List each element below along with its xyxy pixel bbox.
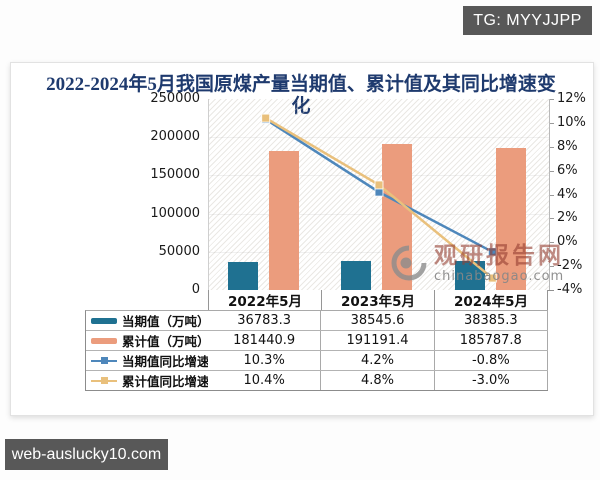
chart-title-line1: 2022-2024年5月我国原煤产量当期值、累计值及其同比增速变 — [46, 74, 556, 95]
table-legend-row: 当期值（万吨） — [86, 311, 210, 331]
table-data-row: 10.3% 4.2% -0.8% — [208, 351, 548, 371]
table-data-cell: 4.2% — [321, 351, 435, 370]
left-axis-tick: 200000 — [150, 129, 200, 145]
right-axis-tick: -2% — [557, 258, 583, 274]
plot-area — [208, 99, 550, 290]
bar-cumulative — [269, 151, 299, 290]
table-data-cell: -3.0% — [435, 371, 548, 390]
table-data-cell: 36783.3 — [208, 311, 322, 330]
table-data-row: 36783.3 38545.6 38385.3 — [208, 311, 548, 331]
right-axis-tick: -4% — [557, 282, 583, 297]
left-axis-tick: 250000 — [150, 91, 200, 106]
left-axis-tick: 0 — [191, 282, 200, 297]
gridline — [209, 213, 549, 215]
tg-badge: TG: MYYJJPP — [463, 6, 592, 35]
right-axis-tickmark — [549, 242, 554, 244]
table-data-cell: 191191.4 — [321, 331, 435, 350]
right-axis-tickmark — [549, 99, 554, 100]
line-series-layer — [261, 113, 497, 283]
table-data-cell: 4.8% — [321, 371, 435, 390]
table-legend-row: 当期值同比增速 — [86, 351, 210, 371]
watermark-text: 观研报告网 chinabaogao.com — [434, 243, 564, 284]
bar-cumulative — [495, 148, 526, 290]
site-badge-text: web-auslucky10.com — [11, 445, 162, 463]
table-data-row: 10.4% 4.8% -3.0% — [208, 371, 548, 390]
right-axis-tick: 12% — [557, 91, 586, 106]
line-marker — [374, 180, 384, 190]
right-axis-tickmark — [549, 170, 554, 172]
table-data-cell: 38385.3 — [435, 311, 548, 330]
left-axis-tick: 50000 — [158, 243, 200, 259]
right-axis-tickmark — [549, 194, 554, 196]
table-header-row: 2022年5月 2023年5月 2024年5月 — [208, 290, 548, 311]
table-legend-row: 累计值（万吨） — [86, 331, 210, 351]
legend-line-swatch — [91, 376, 117, 385]
table-legend-row: 累计值同比增速 — [86, 371, 210, 390]
line-marker — [261, 113, 271, 123]
watermark-domain: chinabaogao.com — [434, 268, 565, 284]
right-axis-tick: 6% — [557, 162, 578, 178]
right-axis-tickmark — [549, 266, 554, 268]
bar-current — [228, 261, 258, 290]
legend-label: 累计值（万吨） — [122, 334, 210, 349]
right-axis-tickmark — [549, 122, 554, 124]
right-axis-tick: 0% — [557, 234, 578, 250]
gridline — [209, 175, 549, 177]
bar-current — [341, 260, 372, 290]
right-axis-tick: 4% — [557, 186, 578, 202]
legend-bar-swatch — [91, 337, 117, 344]
legend-label: 累计值同比增速 — [122, 374, 210, 389]
legend-bar-swatch — [91, 317, 117, 324]
table-data-cell: 185787.8 — [435, 331, 548, 350]
right-axis-tick: 2% — [557, 210, 578, 226]
legend-line-swatch — [91, 356, 117, 365]
gridline — [209, 251, 549, 253]
bar-current — [454, 260, 485, 290]
tg-badge-text: TG: MYYJJPP — [473, 11, 582, 29]
right-axis-tick: 8% — [557, 138, 578, 154]
table-data-cell: 38545.6 — [321, 311, 435, 330]
table-data-cell: 10.4% — [208, 371, 322, 390]
legend-line-marker — [101, 357, 108, 364]
right-axis-tickmark — [549, 146, 554, 148]
table-data-cell: 10.3% — [208, 351, 322, 370]
legend-label: 当期值（万吨） — [122, 314, 210, 329]
gridline — [209, 137, 549, 139]
right-axis-tickmark — [549, 218, 554, 220]
left-axis-tick: 100000 — [150, 205, 200, 221]
eye-logo-icon — [391, 245, 427, 281]
left-axis-tick: 150000 — [150, 167, 200, 183]
legend-line-marker — [101, 377, 108, 384]
table-data-row: 181440.9 191191.4 185787.8 — [208, 331, 548, 351]
table-legend-column: 当期值（万吨） 累计值（万吨） 当期值同比增速 累计值同比增速 — [85, 310, 210, 391]
legend-label: 当期值同比增速 — [122, 354, 210, 369]
site-badge: web-auslucky10.com — [5, 439, 168, 470]
table-body: 36783.3 38545.6 38385.3 181440.9 191191.4 185… — [208, 310, 548, 391]
table-data-cell: -0.8% — [435, 351, 548, 370]
right-axis-tick: 10% — [557, 114, 586, 130]
table-header-cell: 2024年5月 — [435, 290, 548, 310]
line-marker — [487, 247, 497, 257]
watermark-name: 观研报告网 — [434, 242, 564, 269]
table-data-cell: 181440.9 — [208, 331, 322, 350]
watermark: 观研报告网 chinabaogao.com — [388, 242, 564, 284]
table-header-cell: 2022年5月 — [208, 290, 322, 310]
line-marker — [487, 273, 497, 283]
chart-title-line2: 化 — [10, 96, 592, 117]
table-header-cell: 2023年5月 — [322, 290, 435, 310]
